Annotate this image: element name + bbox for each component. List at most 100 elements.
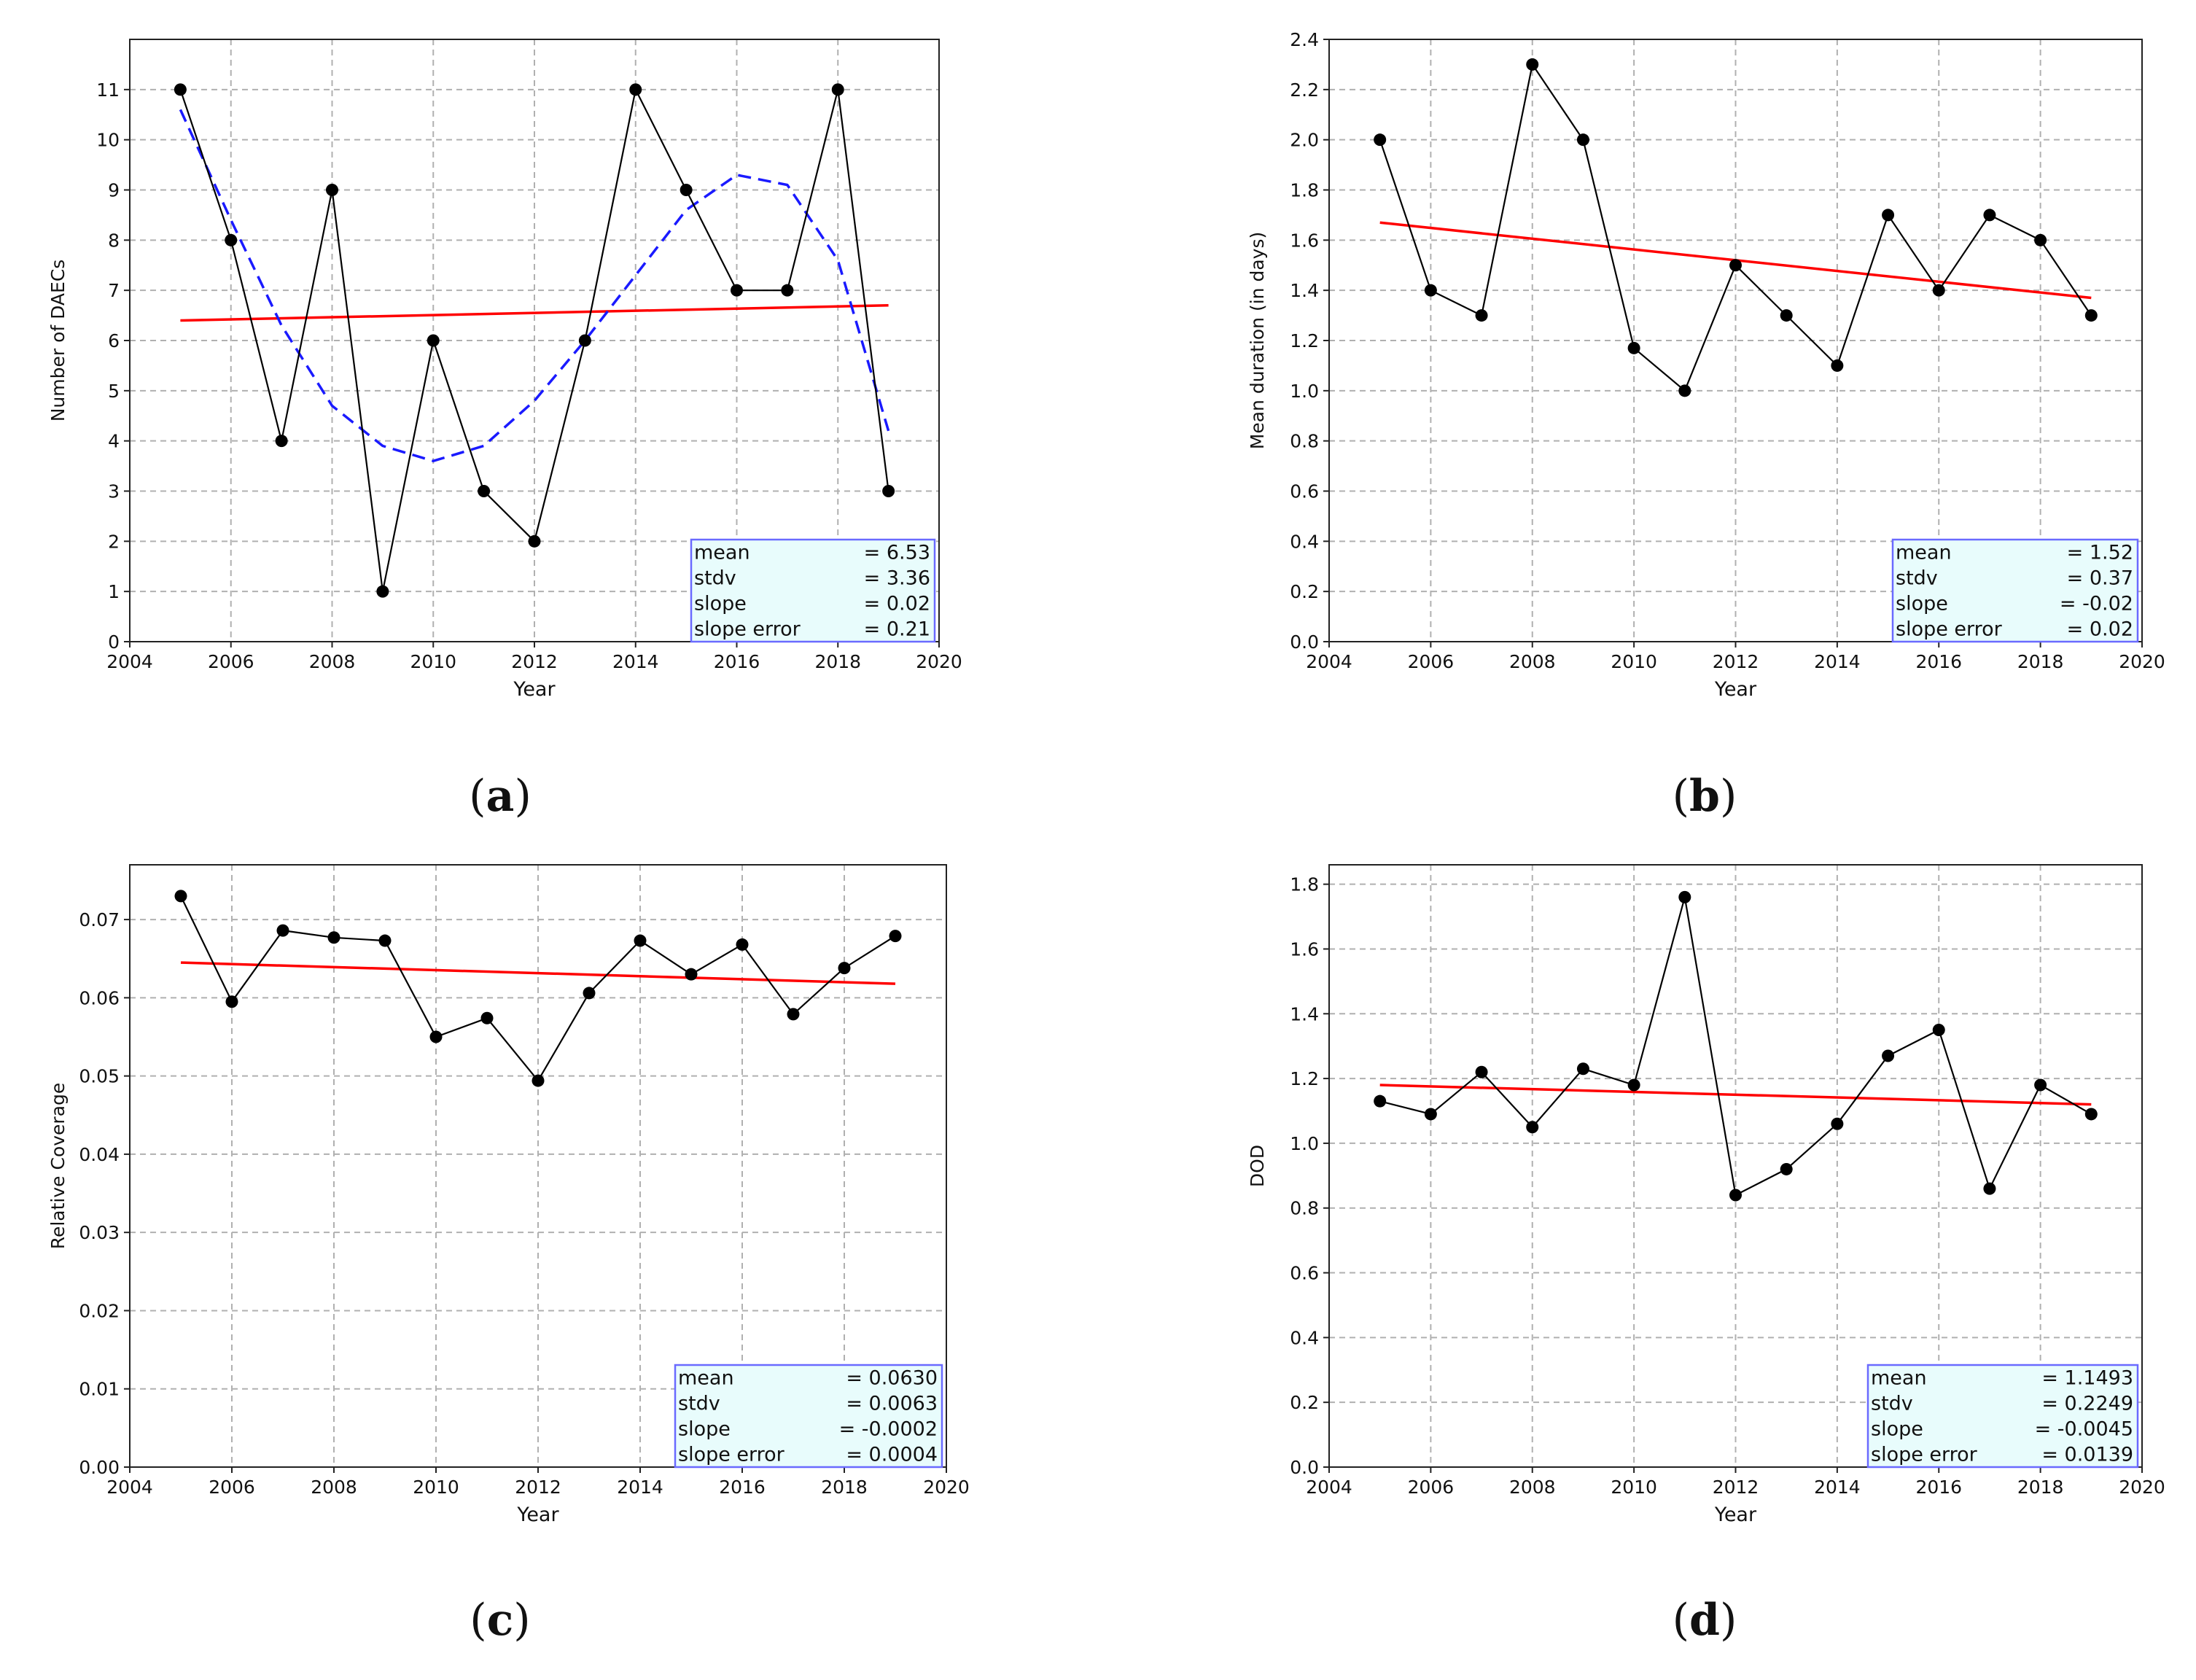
data-point bbox=[1729, 259, 1742, 272]
x-tick-label: 2008 bbox=[309, 651, 356, 672]
data-point bbox=[889, 930, 902, 943]
data-point bbox=[1475, 1065, 1488, 1078]
x-tick-label: 2006 bbox=[208, 651, 254, 672]
stat-label: slope error bbox=[694, 618, 801, 641]
y-tick-label: 0.2 bbox=[1290, 581, 1319, 602]
panel-label-c: (c) bbox=[470, 1595, 530, 1646]
data-point bbox=[1831, 1117, 1844, 1130]
stat-value: = 0.0139 bbox=[2041, 1444, 2133, 1466]
x-axis-label-b: Year bbox=[1714, 678, 1757, 701]
x-tick-label: 2018 bbox=[2017, 1477, 2064, 1498]
stat-value: = 6.53 bbox=[864, 542, 930, 564]
data-point bbox=[1780, 1162, 1793, 1175]
x-tick-label: 2006 bbox=[209, 1477, 255, 1498]
data-point bbox=[275, 435, 288, 448]
x-tick-label: 2012 bbox=[515, 1477, 561, 1498]
y-tick-label: 0.0 bbox=[1290, 1457, 1319, 1478]
data-point bbox=[1882, 209, 1895, 222]
data-point bbox=[1831, 359, 1844, 372]
data-point bbox=[1882, 1049, 1895, 1062]
data-point bbox=[480, 1011, 494, 1024]
x-tick-label: 2014 bbox=[612, 651, 659, 672]
data-point bbox=[1983, 1182, 1996, 1195]
y-tick-label: 0.4 bbox=[1290, 1327, 1319, 1348]
x-tick-label: 2014 bbox=[1814, 1477, 1861, 1498]
y-tick-label: 2.2 bbox=[1290, 79, 1319, 101]
stat-label: mean bbox=[1871, 1367, 1927, 1390]
y-tick-label: 0.8 bbox=[1290, 1198, 1319, 1219]
x-tick-label: 2020 bbox=[2119, 1477, 2165, 1498]
y-tick-label: 1.6 bbox=[1290, 230, 1319, 251]
data-point bbox=[1932, 1023, 1945, 1036]
data-point bbox=[376, 585, 389, 598]
y-tick-label: 0.06 bbox=[79, 987, 120, 1008]
data-point bbox=[1983, 209, 1996, 222]
y-axis-label-b: Mean duration (in days) bbox=[1247, 232, 1268, 449]
trend-line bbox=[180, 304, 889, 322]
y-tick-label: 0.01 bbox=[79, 1379, 120, 1400]
x-tick-label: 2004 bbox=[106, 1477, 153, 1498]
chart-panel-d: 2004 2006 2008 2010 2012 2014 2016 2018 2020 0.0 0… bbox=[1247, 864, 2165, 1646]
x-tick-label: 2012 bbox=[1713, 651, 1759, 672]
data-point bbox=[1576, 133, 1589, 147]
data-point bbox=[882, 485, 895, 497]
panel-label-d: (d) bbox=[1673, 1595, 1737, 1646]
stat-value: = 0.2249 bbox=[2041, 1393, 2133, 1415]
x-tick-label: 2018 bbox=[814, 651, 861, 672]
x-tick-label: 2010 bbox=[413, 1477, 459, 1498]
x-tick-label: 2016 bbox=[714, 651, 760, 672]
data-point bbox=[2084, 309, 2098, 322]
x-tick-label: 2016 bbox=[1915, 1477, 1962, 1498]
data-point bbox=[1526, 58, 1539, 71]
data-point bbox=[429, 1030, 443, 1043]
stat-label: mean bbox=[694, 542, 750, 564]
data-point bbox=[1424, 1108, 1437, 1121]
data-point bbox=[1475, 309, 1488, 322]
stat-value: = 0.02 bbox=[864, 593, 930, 615]
x-tick-label: 2012 bbox=[511, 651, 558, 672]
x-tick-label: 2014 bbox=[617, 1477, 663, 1498]
y-tick-label: 1.2 bbox=[1290, 1068, 1319, 1089]
x-tick-label: 2006 bbox=[1408, 651, 1455, 672]
stat-label: stdv bbox=[1896, 567, 1938, 590]
y-tick-label: 0.05 bbox=[79, 1066, 120, 1087]
y-tick-label: 11 bbox=[96, 79, 120, 101]
stat-value: = 0.21 bbox=[864, 618, 930, 641]
y-tick-label: 1.8 bbox=[1290, 180, 1319, 201]
data-point bbox=[174, 890, 187, 903]
y-axis-label-d: DOD bbox=[1247, 1145, 1268, 1187]
stat-value: = 0.0063 bbox=[846, 1393, 938, 1415]
y-tick-label: 2.4 bbox=[1290, 29, 1319, 50]
x-axis-label-d: Year bbox=[1714, 1504, 1757, 1526]
data-point bbox=[781, 284, 794, 297]
data-point bbox=[326, 184, 338, 196]
data-point bbox=[1627, 341, 1640, 354]
data-point bbox=[378, 934, 392, 947]
x-tick-label: 2004 bbox=[106, 651, 153, 672]
stat-value: = 1.52 bbox=[2067, 542, 2133, 564]
y-tick-label: 1.2 bbox=[1290, 330, 1319, 351]
y-tick-label: 0 bbox=[108, 631, 120, 653]
stats-box-d: mean = 1.1493 stdv = 0.2249 slope = -0.0045 sl… bbox=[1866, 1364, 2139, 1469]
x-tick-label: 2020 bbox=[916, 651, 962, 672]
x-tick-label: 2010 bbox=[1611, 651, 1657, 672]
x-tick-label: 2010 bbox=[410, 651, 456, 672]
y-axis-label-c: Relative Coverage bbox=[47, 1083, 69, 1250]
y-tick-label: 0.03 bbox=[79, 1222, 120, 1243]
x-tick-label: 2020 bbox=[2119, 651, 2165, 672]
y-tick-label: 5 bbox=[108, 381, 120, 402]
y-tick-label: 8 bbox=[108, 230, 120, 251]
stat-label: stdv bbox=[1871, 1393, 1913, 1415]
data-point bbox=[1424, 284, 1437, 297]
stat-value: = 0.0630 bbox=[846, 1367, 938, 1390]
data-point bbox=[629, 83, 642, 96]
stat-value: = 3.36 bbox=[864, 567, 930, 590]
stat-label: slope error bbox=[1871, 1444, 1978, 1466]
stat-value: = 1.1493 bbox=[2041, 1367, 2133, 1390]
data-point bbox=[2034, 233, 2047, 246]
chart-panel-b: 2004 2006 2008 2010 2012 2014 2016 2018 2020 0.0 0… bbox=[1247, 29, 2165, 822]
y-tick-label: 1.8 bbox=[1290, 874, 1319, 895]
stat-value: = -0.0002 bbox=[839, 1418, 938, 1441]
y-tick-label: 0.00 bbox=[79, 1457, 120, 1478]
y-tick-label: 0.04 bbox=[79, 1144, 120, 1165]
